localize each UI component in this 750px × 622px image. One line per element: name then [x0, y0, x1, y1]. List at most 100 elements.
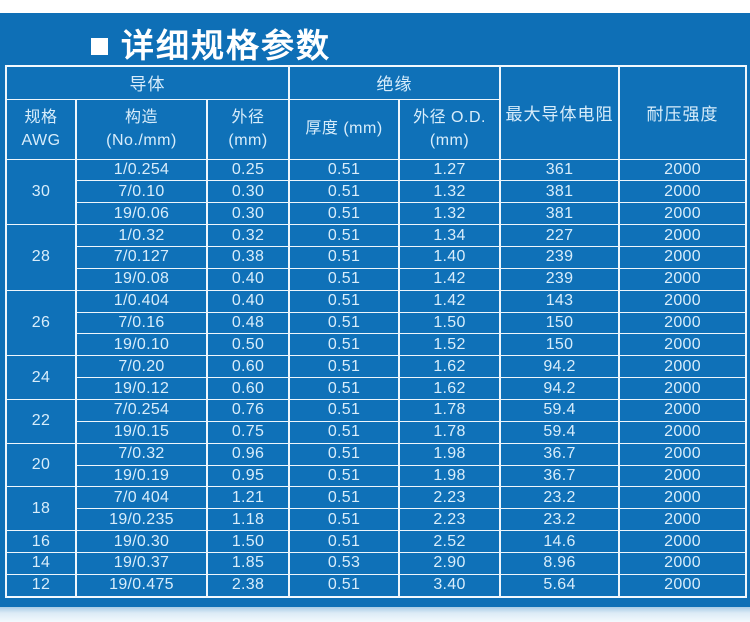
cell-awg: 22	[5, 398, 77, 444]
cell-insulation-od: 1.40	[398, 245, 502, 269]
section-title: 详细规格参数	[91, 23, 331, 67]
cell-conductor-od: 0.96	[205, 442, 291, 466]
cell-voltage: 2000	[618, 551, 748, 575]
cell-construction: 7/0.127	[75, 245, 208, 269]
cell-resistance: 94.2	[499, 355, 621, 379]
cell-resistance: 239	[499, 267, 621, 291]
cell-insulation-od: 1.32	[398, 180, 502, 204]
table-row: 20 7/0.32 0.96 0.51 1.98 36.7 2000	[5, 442, 748, 488]
cell-construction: 1/0.404	[75, 289, 208, 313]
table-row: 19/0.12 0.60 0.51 1.62 94.2 2000	[6, 377, 748, 400]
spec-panel: 详细规格参数 导体 绝缘 最大导体电阻 耐压强度	[0, 13, 750, 607]
header-insulation-od: 外径 O.D. (mm)	[398, 98, 502, 160]
cell-voltage: 2000	[618, 245, 748, 269]
cell-conductor-od: 0.75	[205, 420, 291, 444]
cell-voltage: 2000	[618, 202, 748, 226]
cell-voltage: 2000	[618, 398, 748, 422]
table-row: 19/0.19 0.95 0.51 1.98 36.7 2000	[6, 464, 748, 488]
cell-conductor-od: 0.76	[205, 398, 291, 422]
cell-conductor-od: 2.38	[205, 573, 291, 598]
cell-awg: 16	[5, 530, 77, 553]
cell-voltage: 2000	[618, 224, 748, 247]
cell-thickness: 0.51	[288, 224, 401, 247]
table-row: 19/0.235 1.18 0.51 2.23 23.2 2000	[6, 508, 748, 532]
cell-construction: 19/0.475	[75, 573, 208, 598]
cell-voltage: 2000	[618, 289, 748, 313]
cell-resistance: 5.64	[499, 573, 621, 598]
cell-conductor-od: 1.18	[205, 508, 291, 532]
cell-thickness: 0.51	[288, 573, 401, 598]
cell-thickness: 0.51	[288, 180, 401, 204]
cell-construction: 19/0.235	[75, 508, 208, 532]
cell-conductor-od: 0.38	[205, 245, 291, 269]
table-row: 19/0.15 0.75 0.51 1.78 59.4 2000	[6, 420, 748, 444]
cell-awg: 26	[5, 289, 77, 357]
cell-conductor-od: 0.40	[205, 267, 291, 291]
cell-construction: 1/0.32	[75, 224, 208, 247]
cell-thickness: 0.51	[288, 464, 401, 488]
cell-conductor-od: 0.25	[205, 158, 291, 182]
cell-construction: 19/0.37	[75, 551, 208, 575]
cell-resistance: 143	[499, 289, 621, 313]
cell-conductor-od: 1.50	[205, 530, 291, 553]
cell-insulation-od: 1.78	[398, 398, 502, 422]
header-thickness: 厚度 (mm)	[288, 98, 401, 160]
cell-construction: 7/0.254	[75, 398, 208, 422]
cell-insulation-od: 1.27	[398, 158, 502, 182]
table-row: 7/0.10 0.30 0.51 1.32 381 2000	[6, 180, 748, 204]
cell-construction: 19/0.06	[75, 202, 208, 226]
cell-resistance: 59.4	[499, 398, 621, 422]
cell-resistance: 14.6	[499, 530, 621, 553]
table-row: 30 1/0.254 0.25 0.51 1.27 361 2000	[5, 158, 748, 226]
cell-construction: 19/0.10	[75, 333, 208, 357]
cell-thickness: 0.51	[288, 508, 401, 532]
cell-awg: 12	[5, 573, 77, 598]
cell-insulation-od: 1.52	[398, 333, 502, 357]
cell-resistance: 150	[499, 311, 621, 335]
cell-insulation-od: 1.62	[398, 355, 502, 379]
header-voltage-strength: 耐压强度	[618, 65, 748, 160]
cell-voltage: 2000	[618, 267, 748, 291]
cell-conductor-od: 1.21	[205, 486, 291, 510]
cell-resistance: 59.4	[499, 420, 621, 444]
cell-thickness: 0.51	[288, 398, 401, 422]
cell-insulation-od: 2.90	[398, 551, 502, 575]
cell-awg: 24	[5, 355, 77, 400]
cell-voltage: 2000	[618, 420, 748, 444]
cell-thickness: 0.51	[288, 420, 401, 444]
cell-conductor-od: 0.48	[205, 311, 291, 335]
table-row: 16 19/0.30 1.50 0.51 2.52 14.6 2000	[5, 530, 748, 553]
cell-voltage: 2000	[618, 158, 748, 182]
cell-insulation-od: 1.98	[398, 464, 502, 488]
cell-resistance: 8.96	[499, 551, 621, 575]
cell-insulation-od: 1.34	[398, 224, 502, 247]
cell-conductor-od: 0.60	[205, 377, 291, 400]
cell-thickness: 0.51	[288, 530, 401, 553]
cell-voltage: 2000	[618, 311, 748, 335]
cell-awg: 28	[5, 224, 77, 291]
cell-thickness: 0.51	[288, 311, 401, 335]
table-row: 14 19/0.37 1.85 0.53 2.90 8.96 2000	[5, 551, 748, 575]
cell-construction: 19/0.15	[75, 420, 208, 444]
header-conductor: 导体	[4, 65, 291, 100]
cell-insulation-od: 1.62	[398, 377, 502, 400]
cell-construction: 7/0.20	[75, 355, 208, 379]
cell-voltage: 2000	[618, 442, 748, 466]
cell-resistance: 381	[499, 202, 621, 226]
cell-thickness: 0.51	[288, 289, 401, 313]
cell-insulation-od: 1.78	[398, 420, 502, 444]
cell-conductor-od: 0.32	[205, 224, 291, 247]
header-spec-awg: 规格 AWG	[5, 98, 77, 160]
bottom-light-strip	[0, 607, 750, 622]
table-row: 18 7/0 404 1.21 0.51 2.23 23.2 2000	[5, 486, 748, 532]
cell-conductor-od: 0.40	[205, 289, 291, 313]
cell-thickness: 0.51	[288, 202, 401, 226]
cell-construction: 7/0.32	[75, 442, 208, 466]
cell-insulation-od: 2.23	[398, 486, 502, 510]
cell-resistance: 227	[499, 224, 621, 247]
top-white-strip	[0, 0, 750, 13]
cell-insulation-od: 3.40	[398, 573, 502, 598]
cell-conductor-od: 0.30	[205, 180, 291, 204]
cell-awg: 30	[5, 158, 77, 226]
cell-voltage: 2000	[618, 355, 748, 379]
